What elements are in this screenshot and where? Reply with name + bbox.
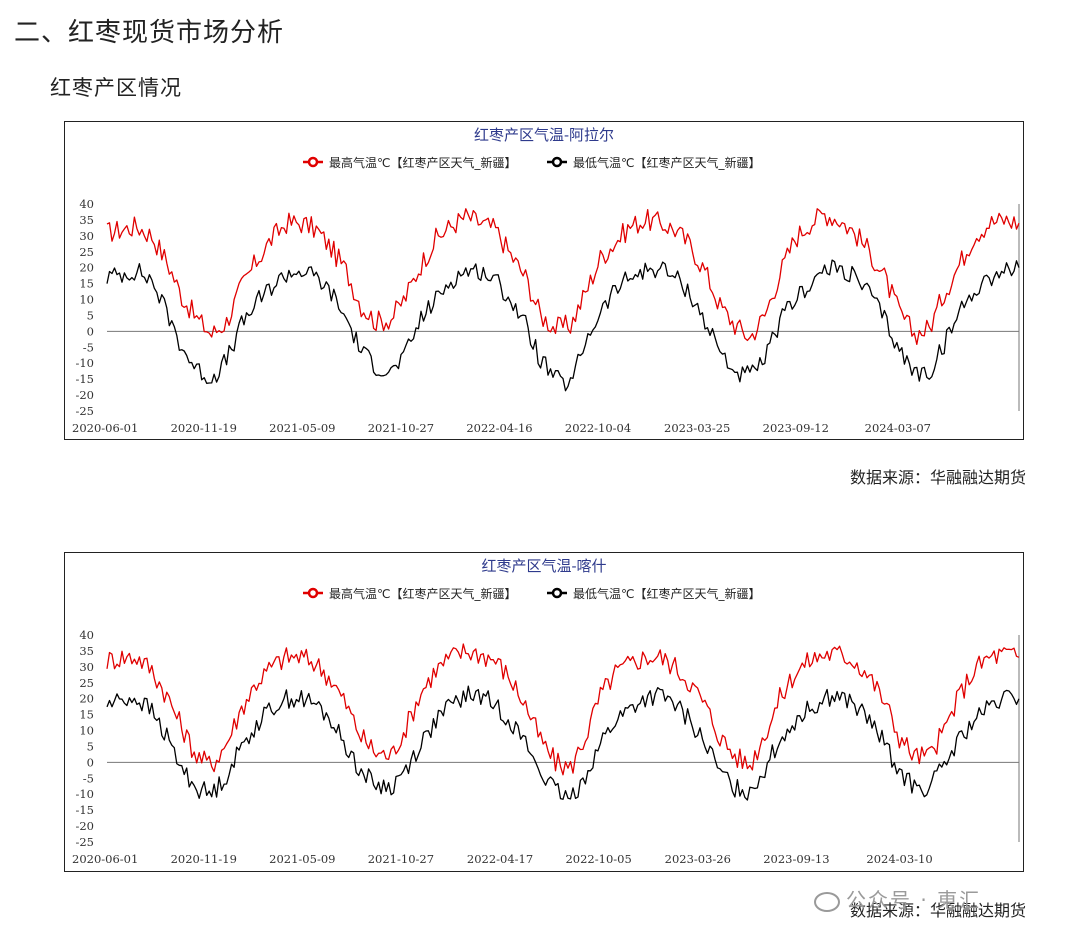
y-tick-label: -25 xyxy=(75,835,94,849)
x-tick-label: 2023-09-13 xyxy=(763,852,829,866)
legend-marker-1 xyxy=(551,156,563,168)
y-tick-label: -20 xyxy=(75,819,94,833)
y-tick-label: 20 xyxy=(79,692,94,706)
legend-label-0: 最高气温℃【红枣产区天气_新疆】 xyxy=(329,586,516,601)
y-tick-label: 10 xyxy=(79,724,94,738)
y-tick-label: -25 xyxy=(75,404,94,418)
legend-marker-0 xyxy=(307,587,319,599)
y-tick-label: 25 xyxy=(79,245,94,259)
y-tick-label: 10 xyxy=(79,293,94,307)
y-tick-label: -15 xyxy=(75,372,94,386)
y-tick-label: -10 xyxy=(75,356,94,370)
chart-alar: 红枣产区气温-阿拉尔最高气温℃【红枣产区天气_新疆】 最低气温℃【红枣产区天气_新… xyxy=(64,121,1024,440)
x-tick-label: 2020-06-01 xyxy=(72,852,138,866)
x-tick-label: 2020-06-01 xyxy=(72,421,138,435)
legend-marker-1 xyxy=(551,587,563,599)
x-tick-label: 2023-03-25 xyxy=(664,421,730,435)
chart-kashgar: 红枣产区气温-喀什最高气温℃【红枣产区天气_新疆】 最低气温℃【红枣产区天气_新疆… xyxy=(64,552,1024,872)
chart-title: 红枣产区气温-喀什 xyxy=(481,557,606,575)
y-tick-label: 40 xyxy=(79,628,94,642)
y-tick-label: -5 xyxy=(83,340,94,354)
x-tick-label: 2024-03-07 xyxy=(865,421,931,435)
y-tick-label: -5 xyxy=(83,771,94,785)
legend-label-1: 最低气温℃【红枣产区天气_新疆】 xyxy=(573,155,760,170)
wechat-icon xyxy=(814,891,840,912)
x-tick-label: 2020-11-19 xyxy=(171,852,237,866)
y-tick-label: 20 xyxy=(79,261,94,275)
y-tick-label: 0 xyxy=(87,324,94,338)
series-line-0 xyxy=(106,643,1020,776)
y-tick-label: -10 xyxy=(75,787,94,801)
y-tick-label: 5 xyxy=(87,308,94,322)
y-tick-label: 15 xyxy=(79,708,94,722)
x-tick-label: 2021-05-09 xyxy=(269,421,335,435)
y-tick-label: 0 xyxy=(87,755,94,769)
x-tick-label: 2022-04-17 xyxy=(467,852,533,866)
y-tick-label: 40 xyxy=(79,197,94,211)
x-tick-label: 2022-10-05 xyxy=(565,852,631,866)
y-tick-label: 5 xyxy=(87,739,94,753)
y-tick-label: -20 xyxy=(75,388,94,402)
series-line-1 xyxy=(106,259,1020,392)
chart-title: 红枣产区气温-阿拉尔 xyxy=(474,126,614,144)
x-tick-label: 2021-10-27 xyxy=(368,421,434,435)
legend-label-1: 最低气温℃【红枣产区天气_新疆】 xyxy=(573,586,760,601)
y-tick-label: 30 xyxy=(79,660,94,674)
x-tick-label: 2024-03-10 xyxy=(866,852,932,866)
watermark-text: 公众号 · 東汇 xyxy=(846,888,982,912)
x-tick-label: 2023-03-26 xyxy=(665,852,731,866)
series-line-1 xyxy=(106,685,1020,801)
y-tick-label: 35 xyxy=(79,644,94,658)
legend-marker-0 xyxy=(307,156,319,168)
x-tick-label: 2021-10-27 xyxy=(368,852,434,866)
x-tick-label: 2022-04-16 xyxy=(466,421,532,435)
chart-kashgar-source: 数据来源：华融融达期货 xyxy=(849,901,1026,920)
x-tick-label: 2020-11-19 xyxy=(171,421,237,435)
y-tick-label: -15 xyxy=(75,803,94,817)
x-tick-label: 2023-09-12 xyxy=(763,421,829,435)
section-title: 二、红枣现货市场分析 xyxy=(14,18,285,48)
chart-alar-source: 数据来源：华融融达期货 xyxy=(849,468,1026,487)
legend-label-0: 最高气温℃【红枣产区天气_新疆】 xyxy=(329,155,516,170)
y-tick-label: 30 xyxy=(79,229,94,243)
x-tick-label: 2022-10-04 xyxy=(565,421,631,435)
watermark: 公众号 · 東汇 xyxy=(814,884,981,913)
series-line-0 xyxy=(106,208,1020,346)
x-tick-label: 2021-05-09 xyxy=(269,852,335,866)
y-tick-label: 35 xyxy=(79,213,94,227)
y-tick-label: 15 xyxy=(79,277,94,291)
y-tick-label: 25 xyxy=(79,676,94,690)
sub-title: 红枣产区情况 xyxy=(50,76,182,100)
